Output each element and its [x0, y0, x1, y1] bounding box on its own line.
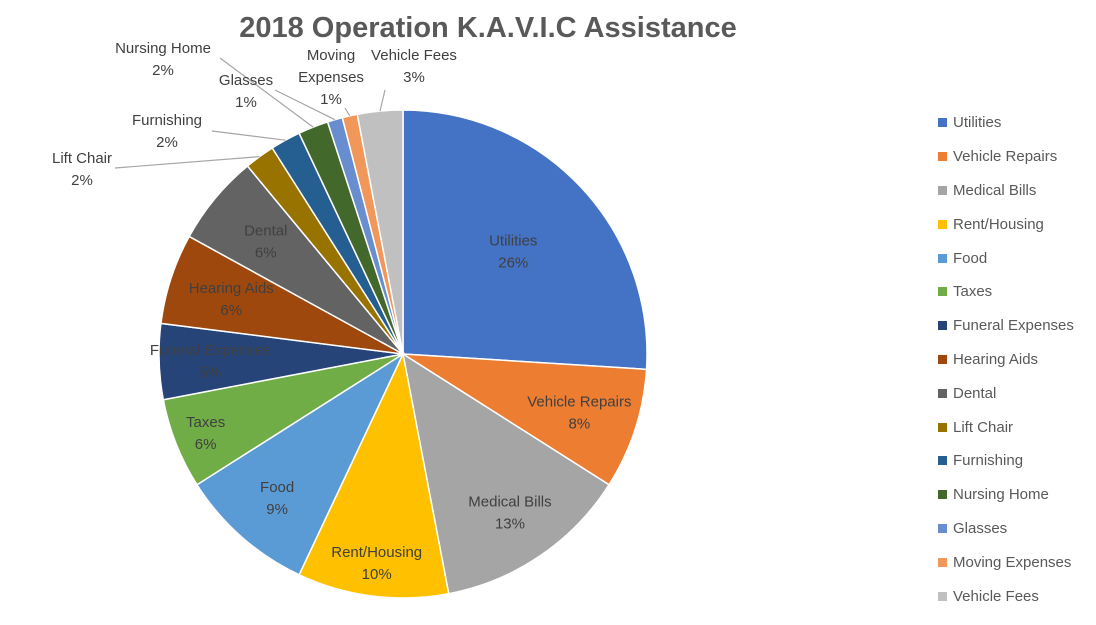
- legend-swatch-nursing-home: [938, 490, 947, 500]
- legend-label-rent-housing: Rent/Housing: [953, 215, 1044, 233]
- legend-item-lift-chair: Lift Chair: [938, 410, 1074, 444]
- legend: Utilities Vehicle Repairs Medical Bills Ren…: [938, 106, 1074, 613]
- data-value-moving-expenses: 1%: [320, 91, 342, 108]
- legend-label-dental: Dental: [953, 384, 997, 402]
- leader-line-lift-chair: [114, 156, 260, 169]
- legend-label-moving-expenses: Moving Expenses: [953, 553, 1072, 571]
- data-value-food: 9%: [266, 501, 288, 518]
- legend-swatch-lift-chair: [938, 422, 947, 432]
- legend-swatch-funeral-expenses: [938, 321, 947, 331]
- data-label-hearing-aids: Hearing Aids: [189, 280, 274, 297]
- pie-chart: Utilities 26% Vehicle Repairs 8% Medical Bil…: [52, 40, 648, 599]
- data-label-furnishing: Furnishing: [132, 112, 202, 129]
- legend-item-furnishing: Furnishing: [938, 444, 1074, 478]
- legend-swatch-food: [938, 253, 947, 263]
- legend-label-glasses: Glasses: [953, 519, 1008, 537]
- data-value-hearing-aids: 6%: [220, 302, 242, 319]
- pie-slice-rent-housing: [298, 351, 450, 599]
- legend-item-vehicle-repairs: Vehicle Repairs: [938, 140, 1074, 174]
- data-label-food: Food: [260, 479, 294, 496]
- legend-item-vehicle-fees: Vehicle Fees: [938, 579, 1074, 613]
- pie-slice-vehicle-repairs: [402, 353, 648, 486]
- data-label-dental: Dental: [244, 222, 287, 239]
- legend-item-taxes: Taxes: [938, 275, 1074, 309]
- data-label-moving-expenses-line-1: Moving: [307, 47, 355, 64]
- data-value-furnishing: 2%: [156, 134, 178, 151]
- legend-label-nursing-home: Nursing Home: [953, 486, 1049, 504]
- data-value-rent-housing: 10%: [362, 566, 392, 583]
- data-label-nursing-home: Nursing Home: [115, 40, 211, 57]
- data-label-utilities: Utilities: [489, 232, 537, 249]
- legend-swatch-furnishing: [938, 456, 947, 466]
- legend-label-taxes: Taxes: [953, 283, 993, 301]
- legend-label-vehicle-repairs: Vehicle Repairs: [953, 148, 1058, 166]
- legend-swatch-utilities: [938, 118, 947, 128]
- legend-item-medical-bills: Medical Bills: [938, 174, 1074, 208]
- pie-slice-utilities: [402, 109, 648, 371]
- legend-item-glasses: Glasses: [938, 512, 1074, 546]
- legend-item-funeral-expenses: Funeral Expenses: [938, 309, 1074, 343]
- legend-label-hearing-aids: Hearing Aids: [953, 350, 1039, 368]
- data-label-rent-housing: Rent/Housing: [331, 544, 422, 561]
- leader-line-nursing-home: [219, 57, 314, 128]
- leader-line-furnishing: [211, 130, 286, 141]
- legend-item-hearing-aids: Hearing Aids: [938, 343, 1074, 377]
- data-label-moving-expenses-line-2: Expenses: [298, 69, 364, 86]
- data-label-taxes: Taxes: [186, 414, 225, 431]
- legend-item-nursing-home: Nursing Home: [938, 478, 1074, 512]
- legend-item-food: Food: [938, 241, 1074, 275]
- legend-label-utilities: Utilities: [953, 114, 1002, 132]
- data-value-lift-chair: 2%: [71, 172, 93, 189]
- legend-swatch-dental: [938, 388, 947, 398]
- data-label-vehicle-fees: Vehicle Fees: [371, 47, 457, 64]
- legend-swatch-medical-bills: [938, 185, 947, 195]
- legend-label-funeral-expenses: Funeral Expenses: [953, 317, 1074, 335]
- legend-label-vehicle-fees: Vehicle Fees: [953, 587, 1039, 605]
- data-label-funeral-expenses: Funeral Expenses: [150, 342, 271, 359]
- legend-swatch-hearing-aids: [938, 354, 947, 364]
- legend-swatch-moving-expenses: [938, 557, 947, 567]
- legend-swatch-taxes: [938, 287, 947, 297]
- legend-item-rent-housing: Rent/Housing: [938, 207, 1074, 241]
- data-value-taxes: 6%: [195, 436, 217, 453]
- leader-line-vehicle-fees: [379, 89, 386, 112]
- legend-item-moving-expenses: Moving Expenses: [938, 545, 1074, 579]
- legend-label-lift-chair: Lift Chair: [953, 418, 1014, 436]
- legend-swatch-rent-housing: [938, 219, 947, 229]
- data-value-utilities: 26%: [498, 254, 528, 271]
- legend-swatch-glasses: [938, 523, 947, 533]
- legend-label-furnishing: Furnishing: [953, 452, 1024, 470]
- data-label-lift-chair: Lift Chair: [52, 150, 112, 167]
- data-value-nursing-home: 2%: [152, 62, 174, 79]
- legend-item-dental: Dental: [938, 376, 1074, 410]
- data-value-medical-bills: 13%: [495, 515, 525, 532]
- legend-swatch-vehicle-repairs: [938, 152, 947, 162]
- legend-item-utilities: Utilities: [938, 106, 1074, 140]
- pie-slice-vehicle-fees: [356, 109, 404, 355]
- pie-slice-food: [195, 351, 405, 576]
- leader-line-glasses: [274, 89, 336, 121]
- legend-label-medical-bills: Medical Bills: [953, 181, 1037, 199]
- data-label-medical-bills: Medical Bills: [468, 493, 551, 510]
- pie-slice-medical-bills: [401, 352, 611, 595]
- leader-line-moving-expenses: [344, 107, 351, 117]
- data-value-vehicle-fees: 3%: [403, 69, 425, 86]
- legend-swatch-vehicle-fees: [938, 591, 947, 601]
- data-label-vehicle-repairs: Vehicle Repairs: [527, 393, 631, 410]
- chart-title: 2018 Operation K.A.V.I.C Assistance: [239, 12, 737, 44]
- data-value-glasses: 1%: [235, 94, 257, 111]
- data-value-dental: 6%: [255, 244, 277, 261]
- legend-label-food: Food: [953, 249, 988, 267]
- data-label-glasses: Glasses: [219, 72, 273, 89]
- data-value-funeral-expenses: 5%: [199, 364, 221, 381]
- data-value-vehicle-repairs: 8%: [569, 415, 591, 432]
